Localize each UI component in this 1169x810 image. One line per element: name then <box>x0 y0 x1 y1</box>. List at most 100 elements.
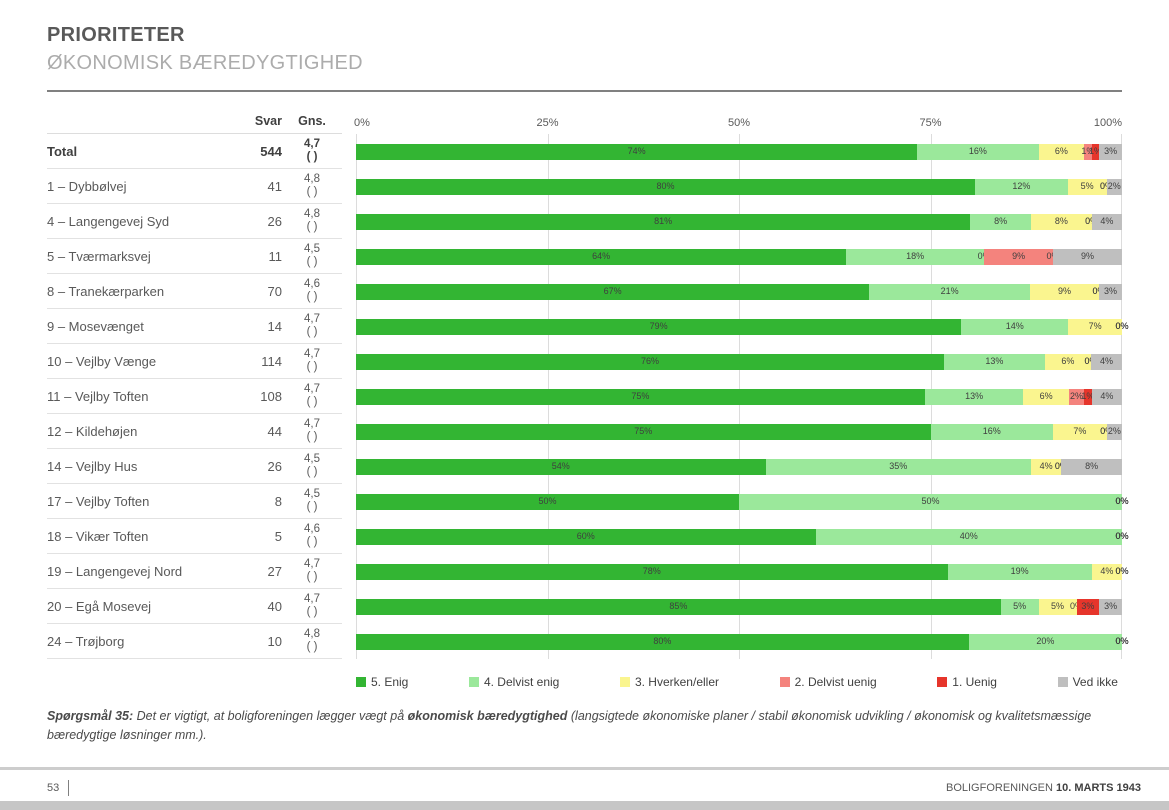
bar-segment: 4% <box>1091 563 1122 580</box>
bar-segment: 40% <box>815 528 1122 545</box>
stacked-bar: 50% 50% 0% 0% 0% 0% <box>356 493 1129 510</box>
axis-tick-label: 100% <box>1093 117 1122 129</box>
bar-segment-label: 0% <box>1115 496 1129 506</box>
bar-segment: 5% <box>1067 178 1107 195</box>
legend-item: 4. Delvist enig <box>468 675 559 689</box>
legend-swatch <box>619 677 630 687</box>
bar-segment-label: 0% <box>1115 321 1129 331</box>
row-gap <box>342 309 356 344</box>
bar-segment-label: 6% <box>1061 356 1075 366</box>
bar-segment: 20% <box>968 633 1122 650</box>
footnote-text-after: (langsigtede økonomiske planer / stabil … <box>47 709 1092 742</box>
row-label: 10 – Vejlby Vænge <box>47 344 237 379</box>
gns-value: 4,6( ) <box>282 274 342 309</box>
bar-segment-label: 8% <box>1054 216 1068 226</box>
bar-segment-label: 60% <box>576 531 595 541</box>
bar-segment: 4% <box>1031 458 1062 475</box>
legend-label: 5. Enig <box>371 675 409 689</box>
bar-segment-label: 8% <box>994 216 1008 226</box>
bar-cell: 64%18%0%9%0%9% <box>356 239 1122 274</box>
bar-segment: 13% <box>924 388 1024 405</box>
bar-segment-label: 1% <box>1088 146 1102 156</box>
row-gap <box>342 169 356 204</box>
bar-cell: 78% 19% 4% 0% 0% 0% <box>356 554 1129 589</box>
bar-segment: 1% <box>1081 143 1095 160</box>
page-title: PRIORITETER <box>47 24 185 46</box>
row-label: 18 – Vikær Toften <box>47 519 237 554</box>
bar-segment-label: 75% <box>631 391 650 401</box>
axis-tick-label: 0% <box>354 117 370 129</box>
legend-label: 1. Uenig <box>952 675 997 689</box>
bar-segment-label: 0% <box>1115 496 1129 506</box>
table-row: 11 – Vejlby Toften 108 4,7( ) 75% 13% 6% 2%… <box>47 379 1122 414</box>
footer-brand: BOLIGFORENINGEN <box>945 782 1053 794</box>
bar-segment: 4% <box>1091 353 1122 370</box>
bar-segment: 9% <box>1030 283 1100 300</box>
bar-segment-label: 40% <box>959 531 978 541</box>
bar-segment: 1% <box>1081 388 1094 405</box>
table-row: 14 – Vejlby Hus 26 4,5( ) 54%35%4%0%0%8% <box>47 449 1123 484</box>
legend-label: 3. Hverken/eller <box>634 675 719 689</box>
table-row: 20 – Egå Mosevej 40 4,7( ) 85%5%5%0%3%3% <box>47 589 1122 624</box>
bar-segment-label: 2% <box>1069 391 1083 401</box>
footer-date: 10. MARTS 1943 <box>1056 782 1141 794</box>
bottom-strip <box>0 801 1169 810</box>
row-label: 9 – Mosevænget <box>47 309 237 344</box>
bar-segment: 18% <box>846 248 985 265</box>
stacked-bar: 75% 13% 6% 2% 1% 4% <box>356 388 1122 405</box>
bar-segment-label: 85% <box>669 601 688 611</box>
bar-segment: 2% <box>1106 178 1122 195</box>
bar-segment-label: 1% <box>1081 146 1095 156</box>
stacked-bar: 75%16%7%0%0%2% <box>356 423 1122 440</box>
bar-segment-label: 4% <box>1100 391 1114 401</box>
bar-segment-label: 18% <box>906 251 925 261</box>
svar-value: 11 <box>237 239 282 274</box>
svar-value: 114 <box>237 344 282 379</box>
axis-tick-label: 75% <box>919 117 942 129</box>
bar-cell: 67%21%9%0%0%3% <box>356 274 1122 309</box>
bar-cell: 54%35%4%0%0%8% <box>356 449 1123 484</box>
svar-value: 108 <box>237 379 282 414</box>
bar-segment-label: 21% <box>940 286 959 296</box>
bar-segment: 9% <box>1053 248 1122 265</box>
legend-label: Ved ikke <box>1072 675 1118 689</box>
bar-cell: 80% 20% 0% 0% 0% 0% <box>356 624 1129 659</box>
bar-segment: 9% <box>984 248 1054 265</box>
bar-segment: 60% <box>356 528 816 545</box>
bar-segment: 85% <box>356 598 1001 615</box>
row-gap <box>342 484 356 519</box>
bar-cell: 81%8%8%0%0%4% <box>356 204 1122 239</box>
row-gap <box>342 624 356 659</box>
row-label: Total <box>47 134 237 169</box>
legend-swatch <box>779 677 790 687</box>
svar-value: 40 <box>237 589 282 624</box>
gns-value: 4,7( ) <box>282 414 342 449</box>
bar-segment: 50% <box>356 493 739 510</box>
bar-segment: 19% <box>947 563 1092 580</box>
bar-segment: 79% <box>356 318 962 335</box>
bar-segment-label: 3% <box>1104 146 1118 156</box>
table-row: 5 – Tværmarksvej 11 4,5( ) 64%18%0%9%0%9… <box>47 239 1122 274</box>
bar-segment-label: 4% <box>1039 461 1053 471</box>
row-label: 1 – Dybbølvej <box>47 169 237 204</box>
column-header-svar: Svar <box>237 114 282 134</box>
stacked-bar: 80%12%5%0%0%2% <box>356 178 1122 195</box>
bar-segment-label: 67% <box>603 286 622 296</box>
row-gap <box>342 414 356 449</box>
bar-segment: 7% <box>1053 423 1107 440</box>
stacked-bar: 76%13%6%0%0%4% <box>356 353 1122 370</box>
bar-segment-label: 4% <box>1100 356 1114 366</box>
bar-segment: 74% <box>356 143 918 160</box>
bar-cell: 85%5%5%0%3%3% <box>356 589 1122 624</box>
row-label: 17 – Vejlby Toften <box>47 484 237 519</box>
bar-segment: 13% <box>944 353 1045 370</box>
stacked-bar: 79% 14% 7% 0% 0% 0% <box>356 318 1129 335</box>
bar-segment-label: 4% <box>1100 566 1114 576</box>
bar-segment-label: 12% <box>1012 181 1031 191</box>
footnote-bold-term: økonomisk bæredygtighed <box>407 709 568 723</box>
table-row: Total 544 4,7( ) 74% 16% 6% 1% 1% 3% <box>47 134 1122 169</box>
table-row: 17 – Vejlby Toften 8 4,5( ) 50% 50% 0% 0% 0%… <box>47 484 1129 519</box>
gns-value: 4,8( ) <box>282 204 342 239</box>
bar-segment: 80% <box>356 633 969 650</box>
bar-segment: 16% <box>917 143 1039 160</box>
